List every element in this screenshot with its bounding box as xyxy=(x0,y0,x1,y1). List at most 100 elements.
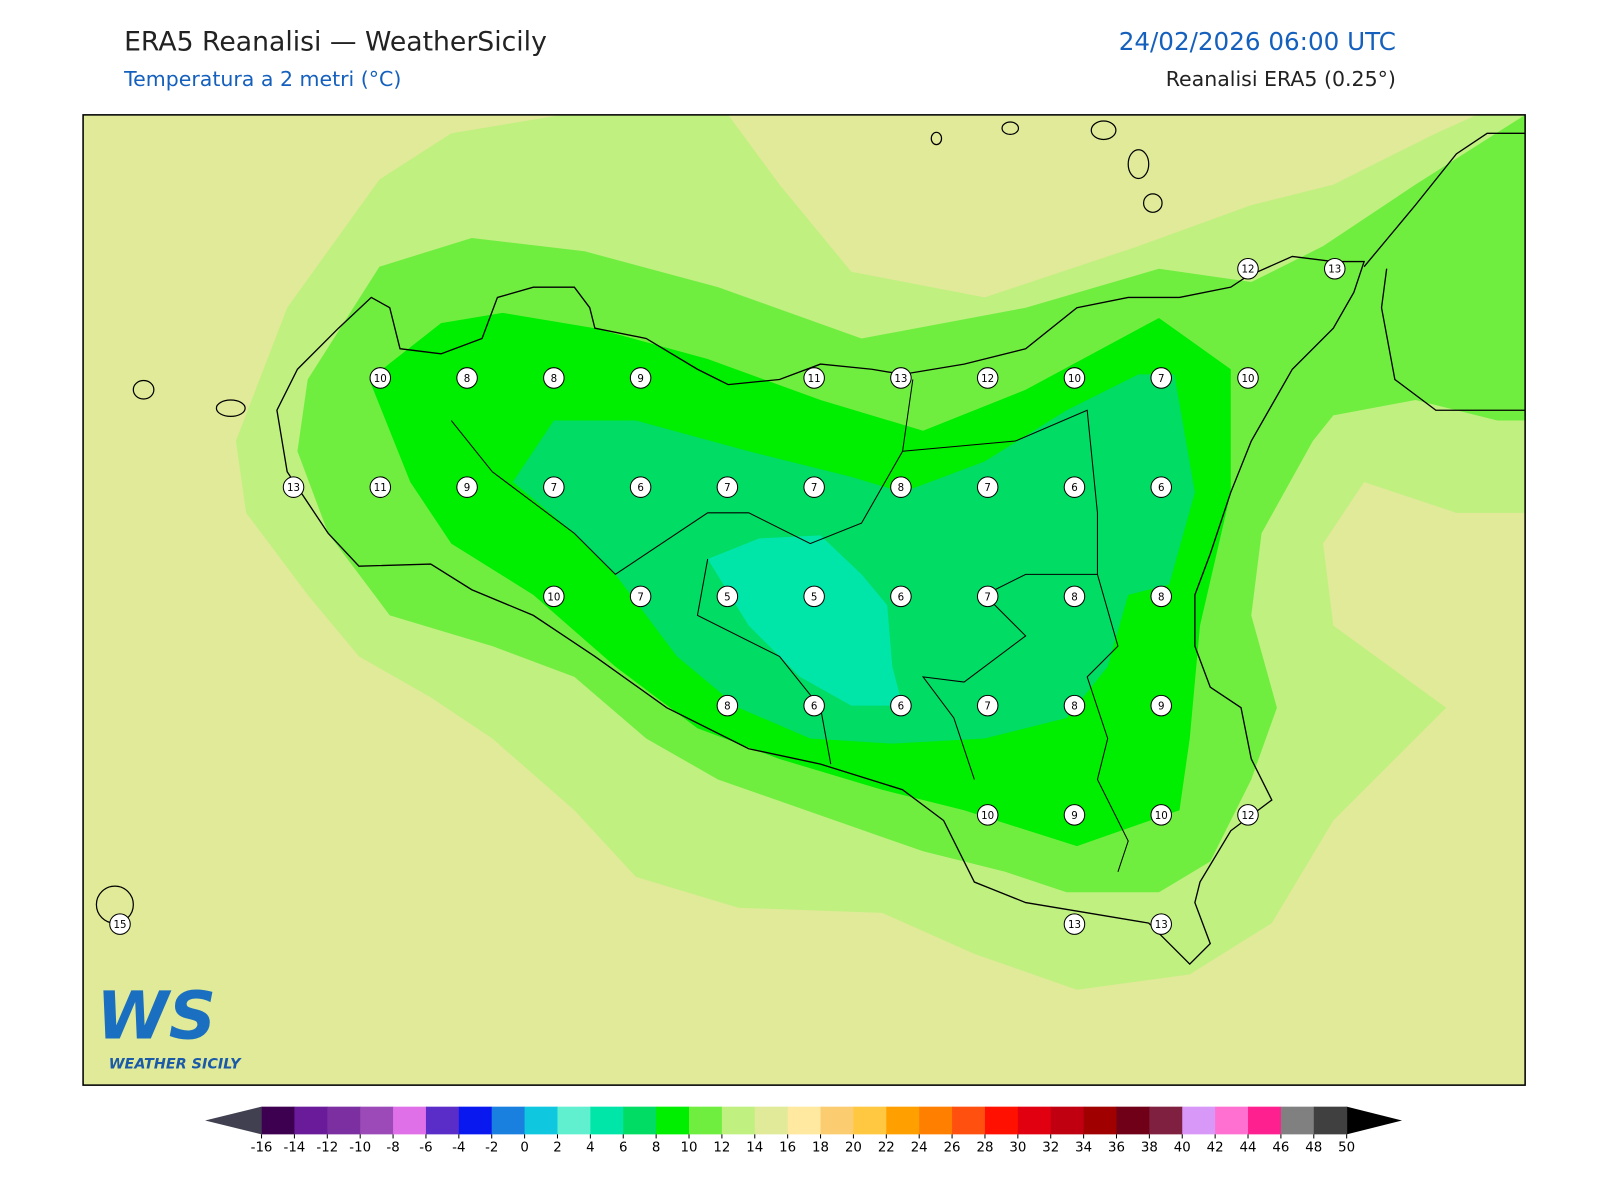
stations: 12 13 10 8 8 9 11 13 12 10 7 10 13 11 9 7 6 7 7 8 7 6 6 10 7 5 5 6 7… xyxy=(109,257,1346,935)
colorbar-tick-label: 32 xyxy=(1042,1141,1059,1156)
title: ERA5 Reanalisi — WeatherSicily xyxy=(124,27,547,58)
colorbar-tick-label: -10 xyxy=(349,1141,371,1156)
colorbar-tick-label: -8 xyxy=(386,1141,399,1156)
station-marker xyxy=(1237,804,1259,826)
colorbar-bin xyxy=(1149,1106,1183,1135)
colorbar-bin xyxy=(393,1106,427,1135)
station-value: 6 xyxy=(637,482,644,494)
station-marker xyxy=(1150,367,1172,389)
station-value: 5 xyxy=(724,591,731,603)
station-marker xyxy=(890,585,912,608)
station-value: 10 xyxy=(547,591,560,603)
colorbar-bin xyxy=(886,1106,920,1135)
temperature-band xyxy=(512,374,1195,744)
station-marker xyxy=(1150,476,1172,498)
station-marker xyxy=(1150,694,1172,717)
colorbar: -16 -14 -12 -10 -8 -6 -4 -2 0 2 4 6 8 10 12 14 16 18 20 22 2… xyxy=(205,1106,1403,1156)
station-value: 12 xyxy=(1241,264,1254,276)
logo-name: WEATHER SICILY xyxy=(109,1057,242,1073)
station-value: 9 xyxy=(1158,701,1165,713)
island xyxy=(930,131,943,146)
station-value: 8 xyxy=(464,373,471,385)
colorbar-tick-label: 10 xyxy=(681,1141,698,1156)
station-marker xyxy=(543,367,565,389)
colorbar-bin xyxy=(1215,1106,1249,1135)
station-value: 10 xyxy=(1241,373,1254,385)
station-value: 10 xyxy=(1068,373,1081,385)
colorbar-bin xyxy=(1050,1106,1085,1135)
colorbar-bin xyxy=(261,1106,295,1135)
station-value: 7 xyxy=(984,482,991,494)
map-frame xyxy=(82,114,1526,1086)
station-marker xyxy=(1150,804,1172,826)
colorbar-tick-label: -16 xyxy=(251,1141,273,1156)
station-marker xyxy=(976,585,999,608)
station-value: 8 xyxy=(1158,591,1165,603)
station-marker xyxy=(1150,585,1172,608)
station-marker xyxy=(629,585,652,608)
station-marker xyxy=(369,476,392,498)
station-marker xyxy=(1063,694,1086,717)
datetime: 24/02/2026 06:00 UTC xyxy=(1119,27,1396,56)
coastline xyxy=(1363,132,1526,268)
colorbar-tick-label: 0 xyxy=(520,1141,528,1156)
station-marker xyxy=(1324,257,1346,280)
colorbar-tick-label: 28 xyxy=(976,1141,993,1156)
station-value: 7 xyxy=(551,482,558,494)
station-value: 5 xyxy=(811,591,818,603)
colorbar-tick-label: 38 xyxy=(1141,1141,1158,1156)
station-marker xyxy=(1237,257,1259,280)
station-value: 7 xyxy=(984,701,991,713)
station-value: 6 xyxy=(811,701,818,713)
station-value: 7 xyxy=(984,591,991,603)
colorbar-tick-label: 22 xyxy=(878,1141,895,1156)
colorbar-tick-label: 12 xyxy=(713,1141,730,1156)
island xyxy=(1127,149,1150,180)
logo-mark: WS xyxy=(96,979,216,1055)
colorbar-bin xyxy=(656,1106,690,1135)
logo: WS WEATHER SICILY xyxy=(96,979,242,1073)
colorbar-bin xyxy=(787,1106,822,1135)
colorbar-tick-label: 48 xyxy=(1305,1141,1322,1156)
colorbar-bin xyxy=(952,1106,986,1135)
station-marker xyxy=(976,694,999,717)
station-marker xyxy=(1063,585,1086,608)
station-value: 12 xyxy=(1241,810,1254,822)
colorbar-bin xyxy=(524,1106,558,1135)
station-value: 10 xyxy=(374,373,387,385)
temperature-band xyxy=(707,535,903,706)
colorbar-tick-label: 36 xyxy=(1108,1141,1125,1156)
station-marker xyxy=(1063,476,1086,498)
station-value: 8 xyxy=(1071,701,1078,713)
colorbar-tick-label: 44 xyxy=(1240,1141,1257,1156)
station-marker xyxy=(369,367,392,389)
station-value: 15 xyxy=(113,919,126,931)
station-marker xyxy=(456,367,478,389)
colorbar-bin xyxy=(853,1106,887,1135)
station-value: 11 xyxy=(374,482,387,494)
colorbar-tick-label: -14 xyxy=(284,1141,306,1156)
station-marker xyxy=(1063,804,1086,826)
colorbar-bin xyxy=(754,1106,789,1135)
colorbar-tick-label: 40 xyxy=(1174,1141,1191,1156)
station-value: 7 xyxy=(811,482,818,494)
station-marker xyxy=(629,476,652,498)
colorbar-bin xyxy=(294,1106,328,1135)
island xyxy=(215,399,246,418)
island xyxy=(1142,193,1163,213)
colorbar-tick-label: 30 xyxy=(1009,1141,1026,1156)
coastline xyxy=(276,255,1366,966)
station-value: 9 xyxy=(464,482,471,494)
station-marker xyxy=(1237,367,1259,389)
colorbar-bin xyxy=(1083,1106,1118,1135)
map xyxy=(83,114,1526,1086)
station-marker xyxy=(1063,367,1086,389)
station-marker xyxy=(716,694,739,717)
station-value: 6 xyxy=(1071,482,1078,494)
station-value: 9 xyxy=(1071,810,1078,822)
station-marker xyxy=(629,367,652,389)
station-value: 7 xyxy=(1158,373,1165,385)
colorbar-bin xyxy=(327,1106,361,1135)
